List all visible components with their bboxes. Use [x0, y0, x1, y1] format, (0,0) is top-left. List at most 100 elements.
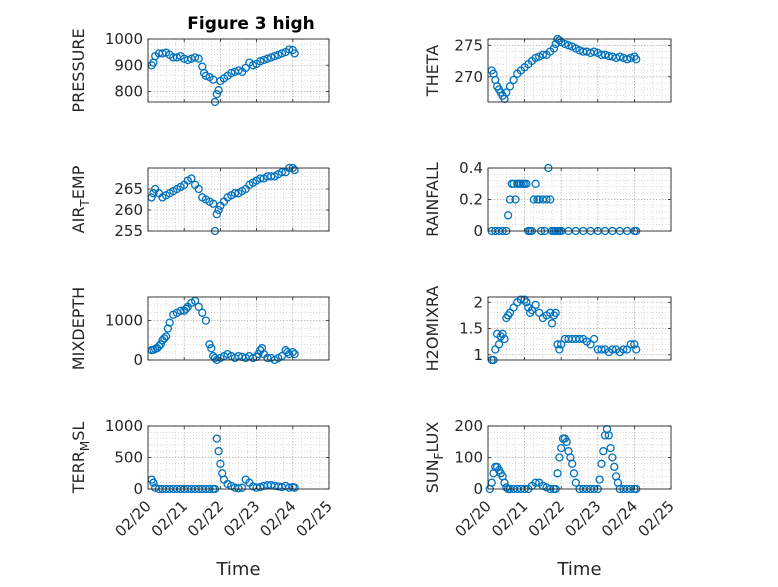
- subplot-terr-msl: 0 500 1000 TERRMSL 02/2002/2102/2202/2302/24…: [69, 417, 336, 580]
- data-point: [630, 340, 639, 349]
- y-tick-label: 275: [454, 36, 483, 54]
- data-point: [555, 345, 564, 354]
- data-point: [248, 61, 258, 70]
- data-point: [234, 66, 243, 75]
- data-point: [183, 55, 192, 65]
- data-point: [198, 308, 207, 317]
- y-axis-label: PRESSURE: [69, 28, 88, 112]
- data-point: [604, 51, 613, 61]
- data-point: [165, 318, 174, 327]
- x-tick-label: 02/20: [112, 497, 155, 540]
- subplot-rainfall: 0 0.2 0.4 RAINFALL: [423, 159, 672, 240]
- x-tick-label: 02/22: [184, 497, 227, 540]
- data-point: [154, 342, 164, 351]
- data-point: [210, 353, 220, 363]
- data-point: [509, 75, 518, 85]
- data-point: [288, 347, 297, 357]
- data-point: [568, 459, 577, 468]
- y-label-part: SUN: [423, 459, 442, 493]
- data-point: [257, 344, 267, 353]
- x-tick-label: 02/25: [635, 497, 678, 540]
- y-tick-label: 1000: [105, 30, 143, 48]
- x-tick-label: 02/20: [452, 497, 495, 540]
- data-point: [266, 172, 276, 181]
- data-point: [263, 353, 272, 363]
- data-point: [632, 55, 641, 64]
- data-point: [564, 41, 573, 50]
- data-point: [531, 53, 540, 63]
- y-tick-label: 1000: [105, 312, 143, 330]
- y-tick-label: 0.4: [459, 159, 483, 177]
- data-point: [256, 57, 265, 66]
- y-label-part: LUX: [423, 422, 442, 453]
- data-point: [149, 478, 158, 487]
- axes-box: [147, 296, 330, 361]
- data-point: [542, 195, 551, 204]
- data-point: [569, 469, 579, 478]
- x-tick-label: 02/21: [488, 497, 531, 540]
- y-axis-label: AIRTEMP: [69, 165, 92, 233]
- data-point: [149, 189, 158, 198]
- subplot-pressure: 800 900 1000 PRESSURE: [69, 28, 330, 113]
- data-point: [589, 47, 599, 56]
- data-point: [274, 50, 283, 59]
- data-point: [163, 324, 173, 333]
- data-point: [619, 345, 628, 354]
- data-point: [187, 174, 196, 183]
- x-axis-label: Time: [556, 559, 601, 580]
- data-point: [505, 195, 515, 204]
- x-tick-label: 02/24: [598, 497, 641, 540]
- y-tick-label: 500: [114, 449, 143, 467]
- data-point: [555, 453, 564, 462]
- data-point: [529, 195, 538, 204]
- y-tick-label: 0: [473, 222, 483, 240]
- data-point: [283, 347, 292, 357]
- data-point: [494, 340, 504, 349]
- data-point: [571, 478, 580, 487]
- data-point: [207, 344, 216, 353]
- y-label-part: SL: [69, 422, 88, 441]
- data-series: [487, 34, 641, 103]
- y-tick-label: 255: [114, 222, 143, 240]
- y-tick-label: 2: [473, 293, 483, 311]
- data-point: [216, 459, 225, 468]
- data-point: [553, 469, 562, 478]
- axes-box: [487, 38, 672, 103]
- data-point: [212, 210, 221, 219]
- data-point: [212, 89, 221, 99]
- data-point: [610, 462, 619, 472]
- data-point: [589, 334, 599, 344]
- y-label-part: AIR: [69, 207, 88, 234]
- data-point: [214, 447, 223, 456]
- data-point: [263, 54, 272, 63]
- subplot-sun-flux: 0 100 200 SUNFLUX 02/2002/2102/2202/2302/240…: [423, 417, 678, 580]
- data-point: [498, 329, 507, 338]
- subplot-theta: 270 275 THETA: [423, 34, 672, 103]
- data-point: [560, 39, 570, 49]
- data-point: [615, 52, 624, 61]
- y-label-subscript: F: [432, 452, 446, 459]
- y-label-part: EMP: [69, 165, 88, 199]
- data-point: [201, 71, 211, 80]
- y-tick-label: 270: [454, 68, 483, 86]
- data-point: [597, 345, 606, 354]
- data-point: [531, 179, 540, 188]
- data-point: [194, 302, 203, 311]
- y-tick-label: 260: [114, 201, 143, 219]
- data-point: [551, 308, 560, 317]
- y-label-subscript: M: [78, 441, 92, 451]
- data-series: [147, 163, 299, 236]
- data-point: [562, 437, 571, 446]
- axes-box: [147, 38, 330, 103]
- data-point: [161, 332, 171, 341]
- subplot-h2omixra: 1 1.5 2 H2OMIXRA: [423, 286, 672, 371]
- data-point: [547, 319, 557, 328]
- data-point: [604, 431, 613, 440]
- subplot-mixdepth: 0 1000 MIXDEPTH: [69, 287, 330, 370]
- data-point: [285, 45, 294, 54]
- x-tick-label: 02/25: [293, 497, 336, 540]
- data-point: [205, 340, 214, 349]
- y-axis-label: SUNFLUX: [423, 422, 446, 494]
- data-point: [606, 443, 615, 453]
